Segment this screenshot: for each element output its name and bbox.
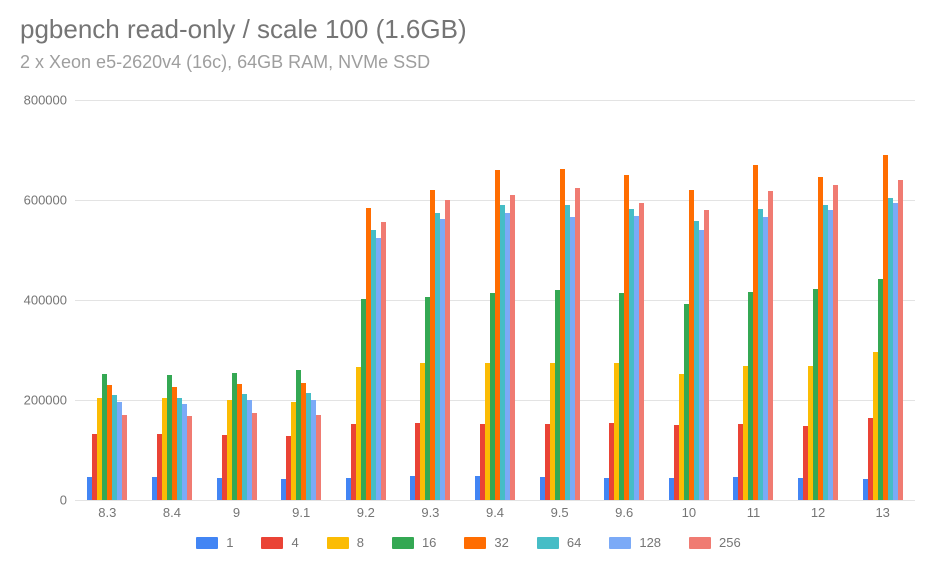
y-tick-label: 800000: [2, 93, 67, 108]
legend-item: 16: [392, 535, 436, 550]
y-tick-label: 200000: [2, 393, 67, 408]
bar: [252, 413, 257, 500]
x-tick-label: 13: [875, 505, 889, 520]
x-tick-label: 9.2: [357, 505, 375, 520]
gridline: [75, 100, 915, 101]
legend-item: 32: [464, 535, 508, 550]
bar: [187, 416, 192, 500]
chart-title: pgbench read-only / scale 100 (1.6GB): [20, 14, 467, 45]
legend-label: 4: [291, 535, 298, 550]
legend-swatch: [609, 537, 631, 549]
bar: [704, 210, 709, 500]
legend-item: 256: [689, 535, 741, 550]
legend-label: 16: [422, 535, 436, 550]
legend-item: 1: [196, 535, 233, 550]
x-tick-label: 9.4: [486, 505, 504, 520]
y-tick-label: 0: [2, 493, 67, 508]
legend: 1 4 8 16 32 64 128 256: [0, 535, 937, 550]
legend-swatch: [261, 537, 283, 549]
legend-item: 64: [537, 535, 581, 550]
x-tick-label: 9.6: [615, 505, 633, 520]
bar: [381, 222, 386, 500]
legend-swatch: [327, 537, 349, 549]
bar: [445, 200, 450, 500]
legend-item: 128: [609, 535, 661, 550]
x-tick-label: 9.3: [421, 505, 439, 520]
y-tick-label: 600000: [2, 193, 67, 208]
legend-swatch: [464, 537, 486, 549]
legend-swatch: [392, 537, 414, 549]
legend-label: 64: [567, 535, 581, 550]
legend-label: 128: [639, 535, 661, 550]
bar: [316, 415, 321, 500]
x-tick-label: 11: [747, 505, 761, 520]
bar: [575, 188, 580, 501]
x-tick-label: 9.1: [292, 505, 310, 520]
legend-label: 32: [494, 535, 508, 550]
legend-label: 1: [226, 535, 233, 550]
bar: [510, 195, 515, 500]
x-tick-label: 12: [811, 505, 825, 520]
x-tick-label: 8.3: [98, 505, 116, 520]
legend-item: 4: [261, 535, 298, 550]
legend-label: 256: [719, 535, 741, 550]
x-tick-label: 9.5: [551, 505, 569, 520]
bar: [639, 203, 644, 501]
legend-swatch: [196, 537, 218, 549]
x-tick-label: 8.4: [163, 505, 181, 520]
y-tick-label: 400000: [2, 293, 67, 308]
gridline: [75, 500, 915, 501]
x-tick-label: 10: [682, 505, 696, 520]
bar: [898, 180, 903, 500]
chart-subtitle: 2 x Xeon e5-2620v4 (16c), 64GB RAM, NVMe…: [20, 52, 430, 73]
legend-label: 8: [357, 535, 364, 550]
legend-item: 8: [327, 535, 364, 550]
x-tick-label: 9: [233, 505, 240, 520]
bar: [833, 185, 838, 500]
legend-swatch: [689, 537, 711, 549]
legend-swatch: [537, 537, 559, 549]
bar: [122, 415, 127, 500]
plot-area: [75, 100, 915, 500]
bar: [768, 191, 773, 500]
